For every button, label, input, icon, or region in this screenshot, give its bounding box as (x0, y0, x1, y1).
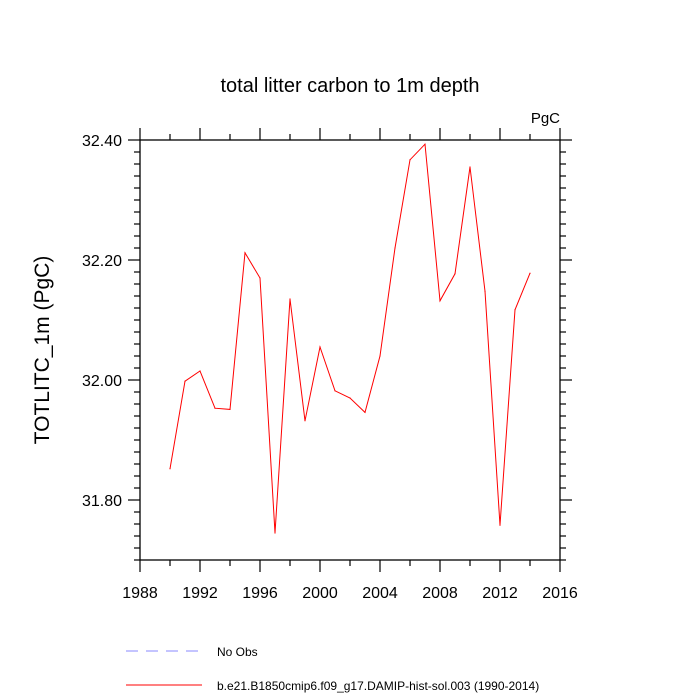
data-point (364, 411, 366, 413)
data-point (424, 143, 426, 145)
axis-ticks (128, 128, 572, 572)
legend-label-no-obs: No Obs (217, 645, 258, 659)
legend: No Obs b.e21.B1850cmip6.f09_g17.DAMIP-hi… (126, 645, 539, 693)
x-tick-label: 1988 (122, 585, 158, 602)
x-tick-label: 1992 (182, 585, 218, 602)
data-point (244, 252, 246, 254)
data-point (514, 309, 516, 311)
data-point (184, 380, 186, 382)
data-point (304, 420, 306, 422)
axis-tick-labels: 1988 1992 1996 2000 2004 2008 2012 2016 31.80 32.… (82, 133, 578, 602)
data-point (319, 346, 321, 348)
data-point (394, 247, 396, 249)
data-point (199, 370, 201, 372)
data-point (169, 468, 171, 470)
data-point (379, 355, 381, 357)
data-point (334, 390, 336, 392)
data-point (499, 524, 501, 526)
x-tick-label: 2004 (362, 585, 398, 602)
x-tick-label: 2016 (542, 585, 578, 602)
chart-title: total litter carbon to 1m depth (220, 75, 479, 97)
data-point (349, 397, 351, 399)
data-point (214, 407, 216, 409)
data-point (409, 159, 411, 161)
y-tick-label: 32.00 (82, 373, 122, 390)
data-point (289, 298, 291, 300)
x-tick-label: 1996 (242, 585, 278, 602)
series-line (169, 143, 531, 534)
y-tick-label: 31.80 (82, 493, 122, 510)
data-point (529, 272, 531, 274)
data-point (484, 290, 486, 292)
data-point (454, 273, 456, 275)
units-label: PgC (531, 110, 560, 127)
y-tick-label: 32.40 (82, 133, 122, 150)
data-point (439, 300, 441, 302)
series-layer (169, 143, 531, 534)
y-tick-label: 32.20 (82, 253, 122, 270)
data-point (259, 277, 261, 279)
x-tick-label: 2012 (482, 585, 518, 602)
x-tick-label: 2000 (302, 585, 338, 602)
plot-frame (139, 139, 561, 561)
y-axis-label: TOTLITC_1m (PgC) (31, 256, 54, 445)
data-point (469, 166, 471, 168)
data-point (274, 532, 276, 534)
legend-label-model: b.e21.B1850cmip6.f09_g17.DAMIP-hist-sol.… (217, 679, 539, 693)
x-tick-label: 2008 (422, 585, 458, 602)
data-point (229, 408, 231, 410)
